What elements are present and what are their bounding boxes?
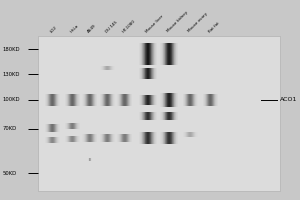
Text: A549: A549 <box>87 23 98 33</box>
Text: ACO1: ACO1 <box>280 97 297 102</box>
Text: Mouse ovary: Mouse ovary <box>187 12 209 33</box>
Text: HeLa: HeLa <box>70 23 80 33</box>
Text: Mouse kidney: Mouse kidney <box>167 11 189 33</box>
Text: Rat fat: Rat fat <box>208 21 220 33</box>
Text: 130KD: 130KD <box>2 72 20 77</box>
Text: DU 145: DU 145 <box>104 20 118 33</box>
Text: 100KD: 100KD <box>2 97 20 102</box>
Text: Mouse liver: Mouse liver <box>145 14 165 33</box>
Text: 70KD: 70KD <box>2 126 16 131</box>
Text: 180KD: 180KD <box>2 47 20 52</box>
Text: 50KD: 50KD <box>2 171 16 176</box>
Text: HT-1080: HT-1080 <box>122 19 137 33</box>
Text: LO2: LO2 <box>50 25 58 33</box>
Bar <box>38 36 280 191</box>
